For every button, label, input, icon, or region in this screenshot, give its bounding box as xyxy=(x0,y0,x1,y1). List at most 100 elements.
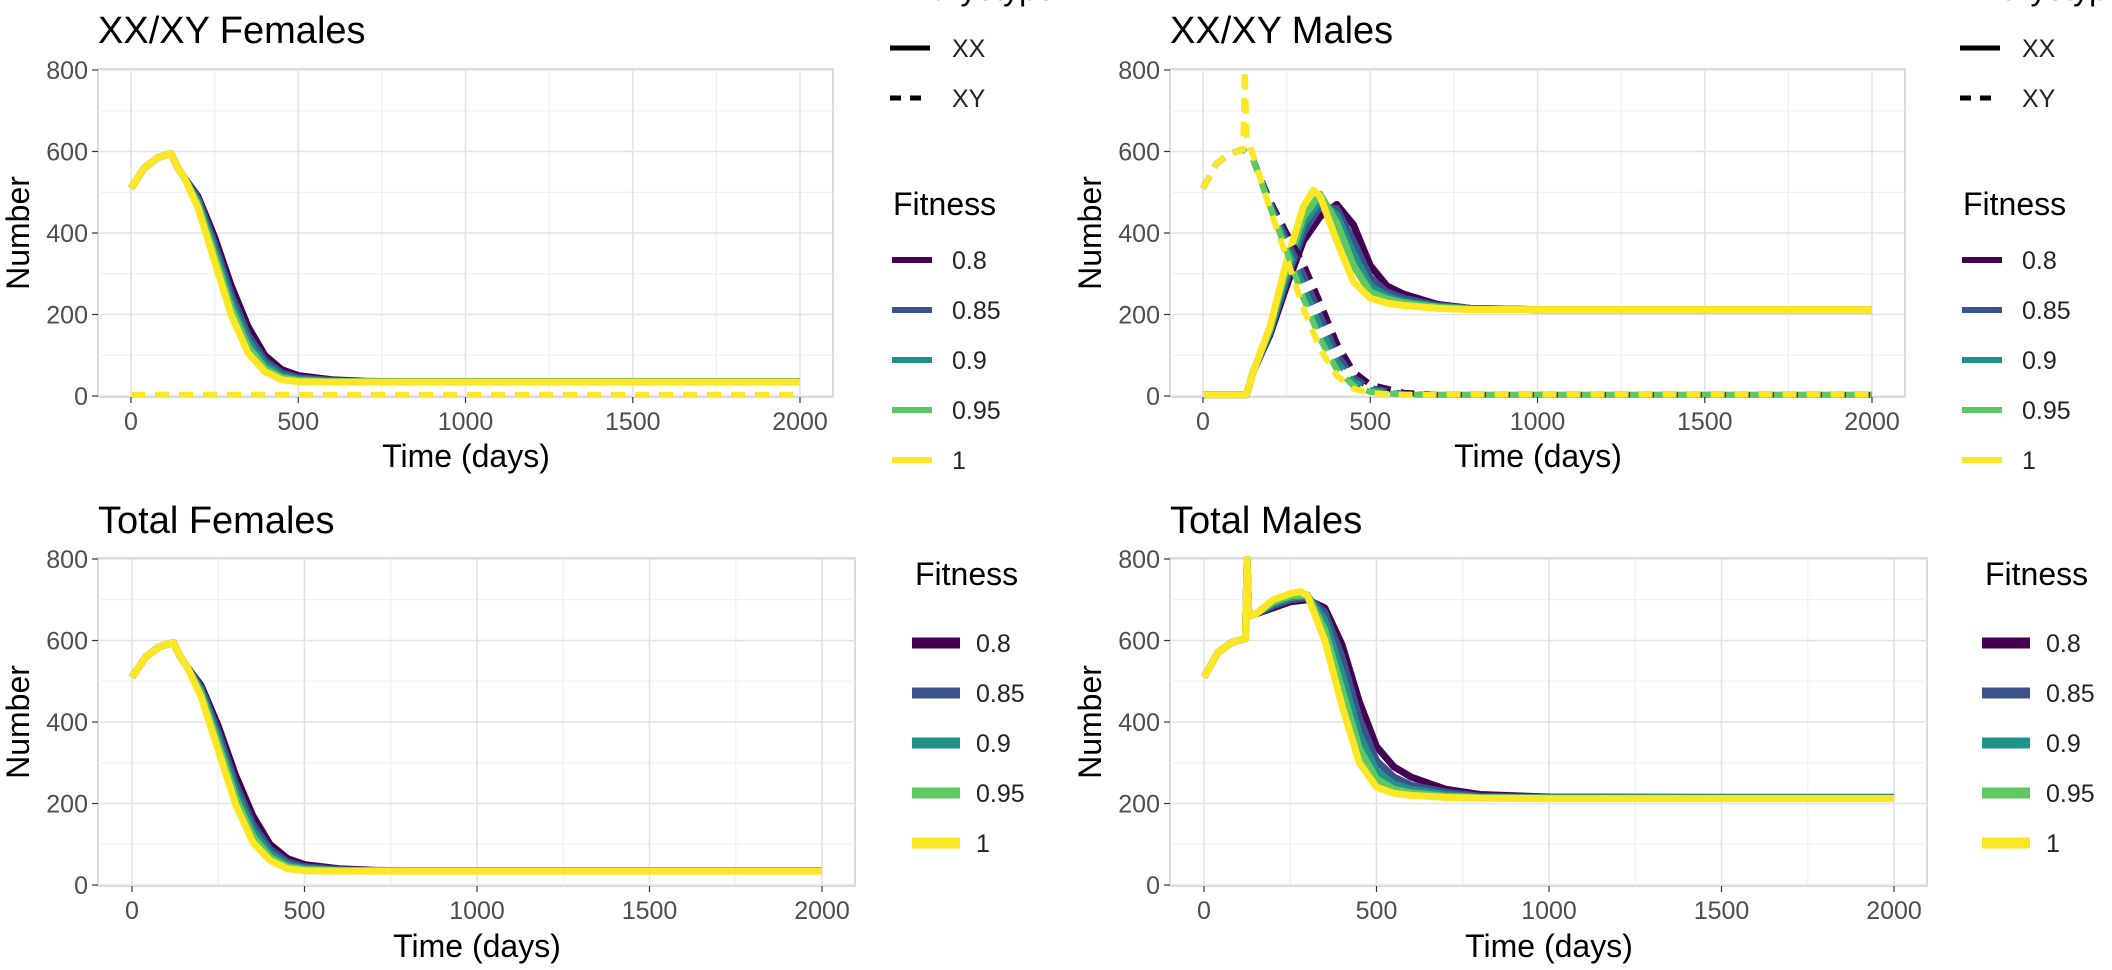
legend-label-fitness: 0.95 xyxy=(976,780,1025,808)
panel-xx-xy-females: XX/XY Females Number Time (days) 0 200 400… xyxy=(0,10,834,474)
y-tick-label: 800 xyxy=(1118,546,1160,574)
legend-label-fitness: 1 xyxy=(2046,830,2060,858)
legend-panel-1: karyotype XX XY Fitness 0.8 0.85 0.9 0.95 1 xyxy=(890,0,1055,475)
x-tick-label: 0 xyxy=(125,897,139,925)
y-tick-label: 0 xyxy=(1146,872,1160,900)
legend-label-fitness: 0.8 xyxy=(952,247,987,275)
y-tick-label: 800 xyxy=(1118,57,1160,85)
panel-1-grid xyxy=(98,69,833,397)
panel-3-y-ticks: 0 200 400 600 800 xyxy=(46,546,98,900)
legend-label-fitness: 0.8 xyxy=(2046,630,2081,658)
panel-4-xlabel: Time (days) xyxy=(1465,928,1633,964)
legend-label-fitness: 0.9 xyxy=(2022,347,2057,375)
x-tick-label: 500 xyxy=(1349,408,1391,436)
panel-4-series xyxy=(1200,556,1894,803)
y-tick-label: 0 xyxy=(74,383,88,411)
panel-1-y-ticks: 0 200 400 600 800 xyxy=(46,57,98,411)
legend-label-xy: XY xyxy=(2022,85,2056,113)
x-tick-label: 1500 xyxy=(1677,408,1733,436)
x-tick-label: 1000 xyxy=(1510,408,1566,436)
panel-3-title: Total Females xyxy=(98,500,335,542)
legend-label-xy: XY xyxy=(952,85,986,113)
x-tick-label: 1000 xyxy=(438,408,494,436)
legend-label-fitness: 0.9 xyxy=(2046,730,2081,758)
legend-label-fitness: 1 xyxy=(976,830,990,858)
x-tick-label: 2000 xyxy=(772,408,828,436)
panel-total-males: Total Males Number Time (days) 0 200 400 60… xyxy=(1072,500,1928,964)
y-tick-label: 600 xyxy=(46,628,88,656)
panel-2-ylabel: Number xyxy=(1072,176,1108,290)
panel-4-y-ticks: 0 200 400 600 800 xyxy=(1118,546,1170,900)
panel-3-x-ticks: 0 500 1000 1500 2000 xyxy=(125,886,850,925)
legend-label-fitness: 0.85 xyxy=(952,297,1001,325)
series-line-xx-fitness-1 xyxy=(128,150,800,386)
legend-fitness-title: Fitness xyxy=(915,556,1018,592)
panel-xx-xy-males: XX/XY Males Number Time (days) 0 200 400 60… xyxy=(1072,10,1906,474)
series-line-xy-fitness-1 xyxy=(1200,67,1872,398)
legend-karyotype-title: karyotype xyxy=(916,0,1055,7)
x-tick-label: 1500 xyxy=(605,408,661,436)
panel-3-series xyxy=(129,639,822,875)
x-tick-label: 2000 xyxy=(1844,408,1900,436)
y-tick-label: 400 xyxy=(46,709,88,737)
legend-label-fitness: 1 xyxy=(952,447,966,475)
y-tick-label: 800 xyxy=(46,57,88,85)
y-tick-label: 800 xyxy=(46,546,88,574)
y-tick-label: 200 xyxy=(1118,791,1160,819)
legend-label-fitness: 0.8 xyxy=(2022,247,2057,275)
panel-2-title: XX/XY Males xyxy=(1170,10,1393,52)
legend-label-fitness: 1 xyxy=(2022,447,2036,475)
panel-3-xlabel: Time (days) xyxy=(393,928,561,964)
y-tick-label: 0 xyxy=(74,872,88,900)
legend-label-fitness: 0.85 xyxy=(976,680,1025,708)
panel-total-females: Total Females Number Time (days) 0 200 400… xyxy=(0,500,856,964)
x-tick-label: 500 xyxy=(277,408,319,436)
y-tick-label: 0 xyxy=(1146,383,1160,411)
legend-fitness-title: Fitness xyxy=(893,186,996,222)
panel-4-x-ticks: 0 500 1000 1500 2000 xyxy=(1197,886,1922,925)
panel-1-ylabel: Number xyxy=(0,176,36,290)
legend-panel-4: Fitness 0.8 0.85 0.9 0.95 1 xyxy=(1982,556,2095,858)
legend-label-fitness: 0.95 xyxy=(2022,397,2071,425)
panel-4-ylabel: Number xyxy=(1072,665,1108,779)
legend-karyotype-title: karyotype xyxy=(1986,0,2112,7)
y-tick-label: 200 xyxy=(46,791,88,819)
x-tick-label: 1500 xyxy=(1694,897,1750,925)
panel-2-series xyxy=(1200,67,1872,399)
y-tick-label: 400 xyxy=(1118,220,1160,248)
y-tick-label: 200 xyxy=(1118,302,1160,330)
panel-1-x-ticks: 0 500 1000 1500 2000 xyxy=(124,397,828,436)
x-tick-label: 1000 xyxy=(449,897,505,925)
legend-fitness-title: Fitness xyxy=(1985,556,2088,592)
legend-label-xx: XX xyxy=(2022,35,2056,63)
legend-panel-2: karyotype XX XY Fitness 0.8 0.85 0.9 0.95 1 xyxy=(1960,0,2112,475)
x-tick-label: 1000 xyxy=(1521,897,1577,925)
legend-label-fitness: 0.95 xyxy=(952,397,1001,425)
legend-panel-3: Fitness 0.8 0.85 0.9 0.95 1 xyxy=(912,556,1025,858)
legend-label-fitness: 0.8 xyxy=(976,630,1011,658)
legend-fitness-title: Fitness xyxy=(1963,186,2066,222)
panel-3-grid xyxy=(98,558,855,886)
panel-4-title: Total Males xyxy=(1170,500,1362,542)
y-tick-label: 200 xyxy=(46,302,88,330)
legend-label-fitness: 0.9 xyxy=(952,347,987,375)
panel-2-y-ticks: 0 200 400 600 800 xyxy=(1118,57,1170,411)
x-tick-label: 2000 xyxy=(794,897,850,925)
legend-label-fitness: 0.85 xyxy=(2022,297,2071,325)
x-tick-label: 500 xyxy=(1356,897,1398,925)
x-tick-label: 1500 xyxy=(622,897,678,925)
y-tick-label: 400 xyxy=(46,220,88,248)
panel-4-grid xyxy=(1170,558,1927,886)
x-tick-label: 0 xyxy=(1197,897,1211,925)
y-tick-label: 400 xyxy=(1118,709,1160,737)
x-tick-label: 0 xyxy=(1196,408,1210,436)
series-line-xx-fitness-1 xyxy=(1203,186,1872,399)
y-tick-label: 600 xyxy=(1118,628,1160,656)
y-tick-label: 600 xyxy=(46,139,88,167)
legend-label-fitness: 0.95 xyxy=(2046,780,2095,808)
legend-label-fitness: 0.85 xyxy=(2046,680,2095,708)
series-line-fitness-1 xyxy=(129,639,822,875)
legend-label-xx: XX xyxy=(952,35,986,63)
panel-3-ylabel: Number xyxy=(0,665,36,779)
